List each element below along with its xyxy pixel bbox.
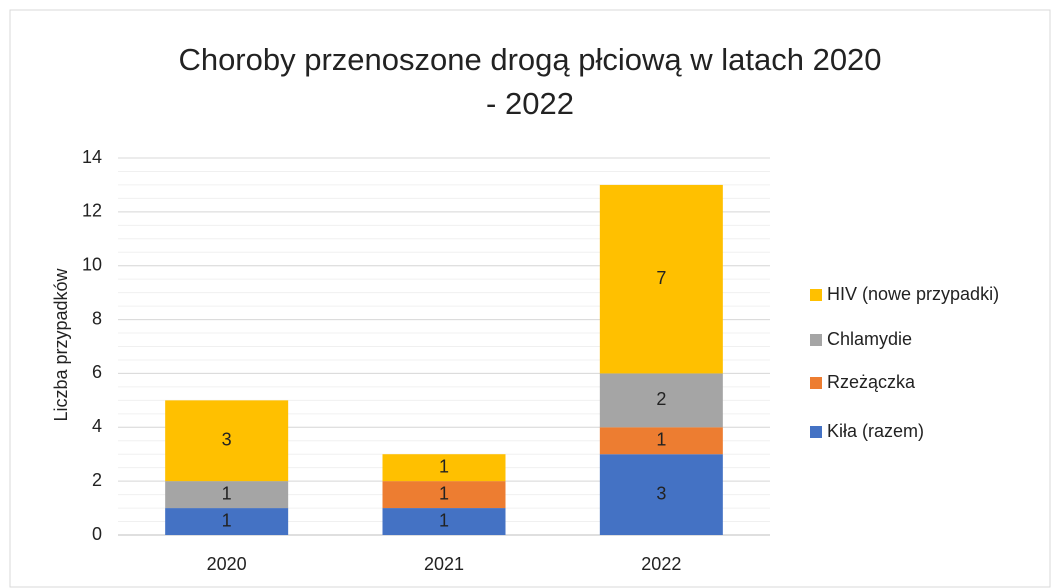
bar-segment — [599, 373, 723, 428]
bar-segment — [382, 481, 506, 509]
y-tick-label: 10 — [82, 254, 102, 274]
bar-segment — [165, 481, 289, 509]
x-tick-label: 2021 — [424, 554, 464, 574]
y-tick-label: 8 — [92, 308, 102, 328]
data-label: 1 — [439, 456, 449, 476]
legend-swatch — [810, 289, 822, 301]
chart-title: Choroby przenoszone drogą płciową w lata… — [178, 42, 882, 121]
y-tick-label: 6 — [92, 362, 102, 382]
data-label: 3 — [222, 430, 232, 450]
y-tick-label: 0 — [92, 524, 102, 544]
legend-label: Kiła (razem) — [827, 421, 924, 441]
legend-swatch — [810, 377, 822, 389]
y-tick-label: 4 — [92, 416, 102, 436]
data-label: 1 — [656, 430, 666, 450]
legend-label: HIV (nowe przypadki) — [827, 284, 999, 304]
bar-segment — [165, 400, 289, 482]
legend-label: Rzeżączka — [827, 372, 916, 392]
data-label: 2 — [656, 389, 666, 409]
bar-segment — [382, 508, 506, 535]
y-axis-label: Liczba przypadków — [51, 267, 71, 421]
legend-label: Chlamydie — [827, 329, 912, 349]
legend-swatch — [810, 426, 822, 438]
data-label: 1 — [439, 483, 449, 503]
data-label: 1 — [222, 510, 232, 530]
legend-swatch — [810, 334, 822, 346]
data-label: 7 — [656, 268, 666, 288]
y-tick-label: 12 — [82, 201, 102, 221]
bar-segment — [165, 508, 289, 535]
y-tick-label: 14 — [82, 147, 102, 167]
bar-segment — [382, 454, 506, 482]
bar-segment — [599, 184, 723, 374]
x-tick-label: 2020 — [207, 554, 247, 574]
y-tick-label: 2 — [92, 470, 102, 490]
data-label: 1 — [222, 483, 232, 503]
data-label: 1 — [439, 510, 449, 530]
bar-segment — [599, 427, 723, 455]
data-label: 3 — [656, 483, 666, 503]
x-tick-label: 2022 — [641, 554, 681, 574]
bar-segment — [599, 454, 723, 535]
